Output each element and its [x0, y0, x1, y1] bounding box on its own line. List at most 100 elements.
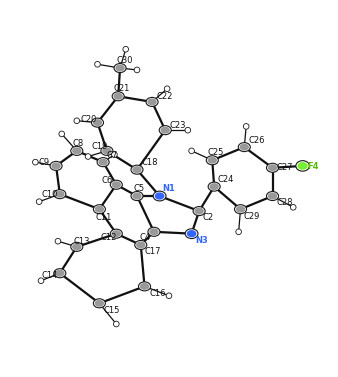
Ellipse shape — [114, 93, 123, 100]
Ellipse shape — [193, 207, 205, 216]
Ellipse shape — [112, 230, 121, 237]
Ellipse shape — [114, 64, 126, 72]
Text: C10: C10 — [41, 190, 57, 199]
Ellipse shape — [74, 118, 80, 124]
Ellipse shape — [164, 86, 170, 92]
Text: C19: C19 — [91, 142, 107, 151]
Ellipse shape — [102, 147, 112, 155]
Ellipse shape — [55, 191, 65, 198]
Ellipse shape — [187, 230, 196, 238]
Text: N3: N3 — [195, 236, 208, 245]
Ellipse shape — [50, 161, 62, 170]
Text: N1: N1 — [163, 184, 175, 193]
Ellipse shape — [297, 162, 308, 170]
Ellipse shape — [135, 241, 147, 250]
Text: C17: C17 — [145, 247, 161, 256]
Ellipse shape — [71, 242, 83, 251]
Ellipse shape — [268, 193, 277, 199]
Ellipse shape — [93, 299, 105, 308]
Text: C28: C28 — [276, 198, 293, 207]
Ellipse shape — [208, 182, 220, 191]
Ellipse shape — [153, 191, 166, 201]
Text: C5: C5 — [133, 184, 144, 193]
Text: C24: C24 — [218, 175, 234, 184]
Ellipse shape — [236, 229, 241, 234]
Ellipse shape — [72, 147, 81, 155]
Ellipse shape — [134, 67, 140, 73]
Ellipse shape — [95, 300, 104, 307]
Text: C13: C13 — [73, 237, 90, 246]
Ellipse shape — [95, 206, 104, 213]
Ellipse shape — [266, 192, 279, 201]
Ellipse shape — [54, 190, 66, 199]
Text: C26: C26 — [248, 136, 265, 145]
Ellipse shape — [146, 97, 158, 106]
Text: C21: C21 — [114, 84, 130, 93]
Ellipse shape — [210, 183, 219, 190]
Ellipse shape — [296, 161, 309, 171]
Ellipse shape — [85, 154, 91, 159]
Ellipse shape — [266, 163, 279, 172]
Text: C2: C2 — [202, 213, 213, 222]
Ellipse shape — [93, 205, 105, 214]
Ellipse shape — [268, 164, 277, 171]
Ellipse shape — [114, 321, 119, 327]
Ellipse shape — [110, 180, 122, 189]
Ellipse shape — [132, 193, 142, 199]
Ellipse shape — [161, 127, 170, 134]
Ellipse shape — [189, 148, 194, 154]
Ellipse shape — [112, 92, 124, 101]
Text: C25: C25 — [208, 148, 224, 157]
Ellipse shape — [51, 162, 61, 169]
Text: C20: C20 — [80, 115, 97, 124]
Ellipse shape — [235, 205, 246, 214]
Text: C11: C11 — [96, 213, 112, 222]
Text: C6: C6 — [101, 176, 113, 185]
Ellipse shape — [149, 228, 159, 235]
Ellipse shape — [93, 119, 102, 126]
Text: C18: C18 — [142, 158, 158, 167]
Ellipse shape — [208, 157, 217, 164]
Ellipse shape — [115, 64, 125, 72]
Ellipse shape — [194, 208, 204, 215]
Ellipse shape — [139, 282, 150, 291]
Text: C27: C27 — [276, 163, 293, 172]
Ellipse shape — [97, 158, 109, 167]
Text: C23: C23 — [170, 121, 186, 130]
Ellipse shape — [38, 278, 44, 284]
Ellipse shape — [112, 152, 117, 158]
Ellipse shape — [166, 293, 172, 299]
Text: F4: F4 — [307, 162, 319, 171]
Ellipse shape — [55, 270, 65, 277]
Ellipse shape — [123, 46, 128, 52]
Text: C22: C22 — [156, 92, 173, 101]
Ellipse shape — [101, 146, 113, 155]
Ellipse shape — [131, 192, 143, 201]
Ellipse shape — [59, 131, 65, 137]
Ellipse shape — [290, 204, 296, 210]
Ellipse shape — [243, 124, 249, 129]
Ellipse shape — [236, 206, 245, 213]
Ellipse shape — [140, 283, 149, 290]
Ellipse shape — [95, 61, 100, 67]
Text: C12: C12 — [100, 233, 117, 242]
Text: C16: C16 — [149, 289, 166, 298]
Text: C4: C4 — [140, 233, 151, 242]
Ellipse shape — [132, 166, 142, 173]
Ellipse shape — [72, 243, 81, 250]
Ellipse shape — [55, 238, 61, 244]
Ellipse shape — [98, 159, 108, 166]
Text: C15: C15 — [103, 307, 120, 315]
Text: C30: C30 — [116, 56, 133, 65]
Ellipse shape — [71, 146, 83, 155]
Ellipse shape — [110, 229, 122, 238]
Ellipse shape — [32, 159, 38, 165]
Text: C9: C9 — [38, 158, 49, 167]
Text: C7: C7 — [107, 151, 118, 160]
Ellipse shape — [36, 199, 42, 204]
Ellipse shape — [54, 269, 66, 278]
Ellipse shape — [185, 127, 191, 133]
Ellipse shape — [147, 98, 157, 106]
Ellipse shape — [238, 143, 250, 152]
Ellipse shape — [185, 229, 198, 239]
